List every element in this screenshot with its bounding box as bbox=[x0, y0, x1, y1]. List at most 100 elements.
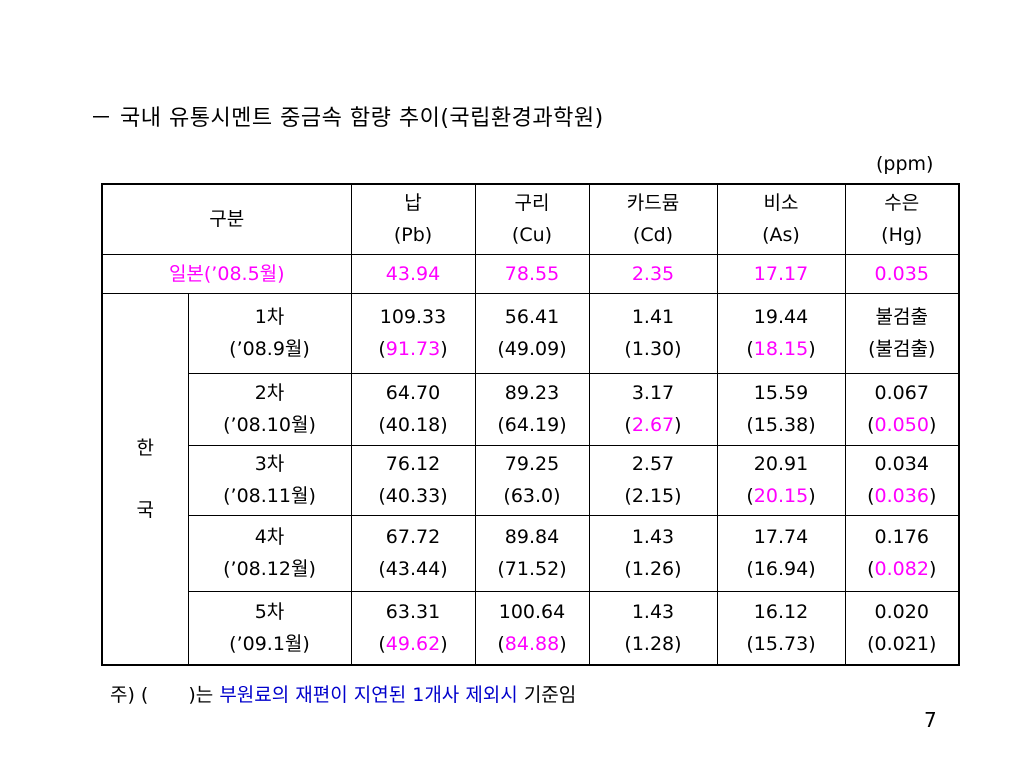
excluded-value-line: (0.050) bbox=[867, 414, 937, 436]
measurement-value: 109.33 bbox=[379, 306, 447, 328]
excluded-value: 2.15 bbox=[631, 485, 675, 507]
measurement-cell: 19.44 (18.15) bbox=[716, 292, 846, 374]
measurement-cell: 63.31 (49.62) bbox=[350, 590, 476, 666]
excluded-value-line: (91.73) bbox=[378, 338, 448, 360]
korea-round-row: 한 국 1차 (’08.9월) 109.33 (91.73) 56.41 (49.09) 1.4… bbox=[101, 292, 960, 666]
excluded-value-line: (16.94) bbox=[746, 558, 816, 580]
measurement-cell: 1.43 (1.28) bbox=[588, 590, 718, 666]
excluded-value: 15.73 bbox=[753, 632, 809, 655]
japan-value: 2.35 bbox=[588, 253, 718, 294]
round-date: (’09.1월) bbox=[229, 632, 310, 655]
measurement-value: 0.176 bbox=[874, 526, 929, 548]
measurement-cell: 1.43 (1.26) bbox=[588, 514, 718, 592]
measurement-cell: 1.41 (1.30) bbox=[588, 292, 718, 374]
excluded-value: 16.94 bbox=[753, 558, 809, 580]
round-number: 1차 bbox=[254, 306, 285, 328]
measurement-cell: 2.57 (2.15) bbox=[588, 444, 718, 516]
round-number: 2차 bbox=[254, 382, 285, 404]
measurement-value: 20.91 bbox=[753, 453, 809, 475]
footnote-highlight: 부원료의 재편이 지연된 1개사 제외시 bbox=[219, 684, 518, 706]
header-cell: 수은 (Hg) bbox=[844, 183, 960, 255]
slide-title: － 국내 유통시멘트 중금속 함량 추이(국립환경과학원) bbox=[90, 106, 604, 131]
round-date: (’08.9월) bbox=[229, 338, 310, 360]
excluded-value-line: (0.021) bbox=[867, 632, 937, 655]
excluded-value: 불검출 bbox=[875, 338, 928, 360]
measurement-value: 2.57 bbox=[631, 453, 675, 475]
header-metal-symbol: (As) bbox=[762, 224, 800, 247]
korea-round-row: 2차 (’08.10월) 64.70 (40.18) 89.23 (64.19) 3.17 (… bbox=[102, 372, 960, 446]
excluded-value: 1.26 bbox=[631, 558, 675, 580]
measurement-value: 불검출 bbox=[875, 306, 928, 328]
measurement-cell: 16.12 (15.73) bbox=[716, 590, 846, 666]
footnote-end: 기준임 bbox=[523, 684, 577, 706]
excluded-value-line: (43.44) bbox=[378, 558, 448, 580]
excluded-value-line: (40.33) bbox=[378, 485, 448, 507]
excluded-value: 64.19 bbox=[504, 414, 560, 436]
measurement-value: 63.31 bbox=[385, 600, 441, 623]
excluded-value-line: (15.73) bbox=[746, 632, 816, 655]
header-metal-symbol: (Hg) bbox=[881, 224, 923, 247]
header-category: 구분 bbox=[209, 208, 245, 231]
footnote-prefix: 주) ( bbox=[110, 684, 149, 706]
header-cell: 비소 (As) bbox=[716, 183, 846, 255]
excluded-value: 0.021 bbox=[874, 632, 929, 655]
measurement-cell: 56.41 (49.09) bbox=[474, 292, 590, 374]
round-date: (’08.12월) bbox=[223, 558, 316, 580]
excluded-value-line: (2.67) bbox=[624, 414, 682, 436]
measurement-value: 67.72 bbox=[385, 526, 441, 548]
excluded-value: 15.38 bbox=[753, 414, 809, 436]
excluded-value-line: (15.38) bbox=[746, 414, 816, 436]
measurement-cell: 0.034 (0.036) bbox=[844, 444, 960, 516]
header-cell: 카드뮴 (Cd) bbox=[588, 183, 718, 255]
excluded-value-line: (2.15) bbox=[624, 485, 682, 507]
header-metal-name: 카드뮴 bbox=[626, 192, 680, 215]
measurement-value: 1.43 bbox=[631, 526, 675, 548]
footnote-suffix: )는 bbox=[188, 684, 214, 706]
japan-row: 일본(’08.5월) 43.94 78.55 2.35 17.17 0.035 bbox=[101, 253, 960, 294]
excluded-value: 1.30 bbox=[631, 338, 675, 360]
excluded-value-line: (불검출) bbox=[868, 338, 936, 360]
excluded-value-line: (0.036) bbox=[867, 485, 937, 507]
japan-value: 78.55 bbox=[474, 253, 590, 294]
measurement-value: 56.41 bbox=[504, 306, 560, 328]
excluded-value-line: (71.52) bbox=[497, 558, 567, 580]
excluded-value: 0.036 bbox=[874, 485, 929, 507]
measurement-cell: 20.91 (20.15) bbox=[716, 444, 846, 516]
heavy-metal-table: 구분 납 (Pb) 구리 (Cu) 카드뮴 (Cd) 비소 (As) 수은 (Hg) 일본… bbox=[101, 183, 960, 666]
header-metal-symbol: (Cu) bbox=[511, 224, 553, 247]
excluded-value: 2.67 bbox=[631, 414, 675, 436]
excluded-value: 71.52 bbox=[504, 558, 560, 580]
measurement-cell: 89.84 (71.52) bbox=[474, 514, 590, 592]
measurement-cell: 76.12 (40.33) bbox=[350, 444, 476, 516]
excluded-value: 63.0 bbox=[510, 485, 554, 507]
japan-label: 일본(’08.5월) bbox=[101, 253, 352, 294]
measurement-cell: 0.176 (0.082) bbox=[844, 514, 960, 592]
round-number: 3차 bbox=[254, 453, 285, 475]
measurement-cell: 3.17 (2.67) bbox=[588, 372, 718, 446]
excluded-value: 91.73 bbox=[385, 338, 441, 360]
korea-label-top: 한 bbox=[136, 436, 154, 459]
excluded-value-line: (64.19) bbox=[497, 414, 567, 436]
measurement-value: 89.84 bbox=[504, 526, 560, 548]
round-label-cell: 1차 (’08.9월) bbox=[187, 292, 352, 374]
japan-value: 17.17 bbox=[716, 253, 846, 294]
round-number: 5차 bbox=[254, 600, 285, 623]
excluded-value: 49.62 bbox=[385, 632, 441, 655]
measurement-cell: 64.70 (40.18) bbox=[350, 372, 476, 446]
korea-round-row: 3차 (’08.11월) 76.12 (40.33) 79.25 (63.0) 2.57 (2… bbox=[102, 444, 960, 516]
header-category-cell: 구분 bbox=[101, 183, 352, 255]
measurement-value: 16.12 bbox=[753, 600, 809, 623]
excluded-value-line: (84.88) bbox=[497, 632, 567, 655]
header-cell: 구리 (Cu) bbox=[474, 183, 590, 255]
excluded-value-line: (18.15) bbox=[746, 338, 816, 360]
measurement-cell: 109.33 (91.73) bbox=[350, 292, 476, 374]
excluded-value-line: (0.082) bbox=[867, 558, 937, 580]
measurement-value: 1.43 bbox=[631, 600, 675, 623]
measurement-value: 17.74 bbox=[753, 526, 809, 548]
excluded-value: 43.44 bbox=[385, 558, 441, 580]
excluded-value: 18.15 bbox=[753, 338, 809, 360]
measurement-cell: 67.72 (43.44) bbox=[350, 514, 476, 592]
measurement-value: 100.64 bbox=[498, 600, 566, 623]
excluded-value-line: (20.15) bbox=[746, 485, 816, 507]
